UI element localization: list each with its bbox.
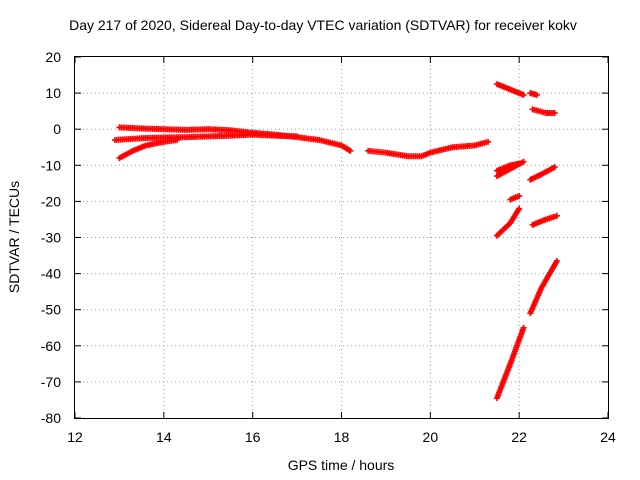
data-point bbox=[516, 160, 523, 167]
data-point bbox=[553, 212, 560, 219]
x-tick-label: 16 bbox=[245, 429, 261, 445]
data-point bbox=[520, 91, 527, 98]
y-tick-label: -40 bbox=[41, 266, 61, 282]
y-axis-label: SDTVAR / TECUs bbox=[6, 181, 22, 293]
series-track-a2 bbox=[527, 90, 540, 98]
tick-layer: 12 14 16 18 20 22 24 20 10 0 -10 -20 -30 -40 -50 -60 -70… bbox=[41, 49, 616, 445]
x-tick-label: 22 bbox=[511, 429, 527, 445]
data-point bbox=[516, 192, 523, 199]
plot-frame bbox=[74, 56, 609, 419]
x-tick-label: 24 bbox=[600, 429, 616, 445]
series-track-evening bbox=[365, 138, 492, 160]
data-point bbox=[294, 133, 301, 140]
data-point bbox=[174, 137, 181, 144]
series-track-a bbox=[493, 81, 527, 98]
series-track-d bbox=[527, 164, 558, 183]
data-point bbox=[553, 257, 560, 264]
series-track-h bbox=[493, 324, 527, 402]
chart-title: Day 217 of 2020, Sidereal Day-to-day VTE… bbox=[69, 17, 577, 33]
y-tick-label: -30 bbox=[41, 230, 61, 246]
series-track-b bbox=[529, 106, 558, 116]
series-track-f bbox=[493, 205, 523, 239]
y-tick-label: -50 bbox=[41, 302, 61, 318]
x-axis-label: GPS time / hours bbox=[288, 457, 395, 473]
data-point bbox=[347, 147, 354, 154]
x-tick-label: 12 bbox=[67, 429, 83, 445]
y-tick-label: -10 bbox=[41, 157, 61, 173]
data-point bbox=[533, 91, 540, 98]
y-tick-label: -70 bbox=[41, 374, 61, 390]
series-track-middle bbox=[111, 131, 301, 144]
y-tick-label: -20 bbox=[41, 193, 61, 209]
series-track-g bbox=[529, 212, 560, 228]
data-point bbox=[516, 205, 523, 212]
data-point bbox=[520, 158, 527, 165]
series-track-e bbox=[507, 192, 523, 203]
x-tick-label: 20 bbox=[423, 429, 439, 445]
data-point bbox=[485, 138, 492, 145]
y-tick-label: 0 bbox=[53, 121, 61, 137]
y-tick-label: 20 bbox=[45, 49, 61, 65]
series-track-i bbox=[527, 257, 560, 317]
y-tick-label: 10 bbox=[45, 85, 61, 101]
data-layer bbox=[111, 81, 560, 402]
data-point bbox=[520, 324, 527, 331]
y-tick-label: -60 bbox=[41, 338, 61, 354]
grid-layer bbox=[75, 57, 608, 418]
data-point bbox=[551, 164, 558, 171]
series-track-lower-start bbox=[116, 137, 181, 162]
data-point bbox=[551, 109, 558, 116]
series-track-c2 bbox=[493, 160, 523, 174]
y-tick-label: -80 bbox=[41, 410, 61, 426]
x-tick-label: 18 bbox=[334, 429, 350, 445]
x-tick-label: 14 bbox=[156, 429, 172, 445]
